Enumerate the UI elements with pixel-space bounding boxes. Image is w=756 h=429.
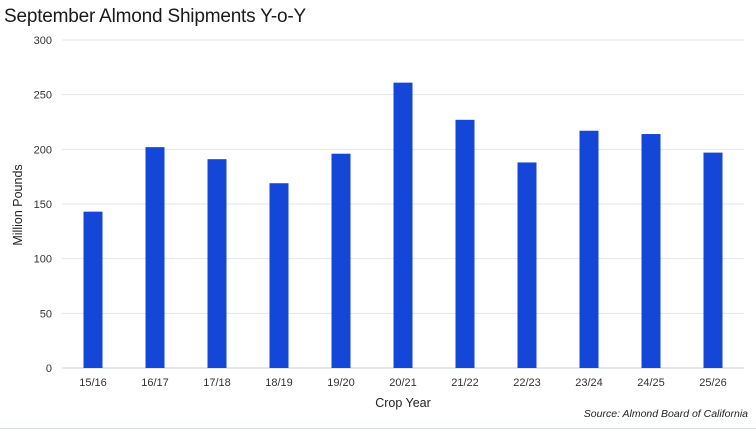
bar-24-25 bbox=[641, 134, 661, 368]
y-tick-label: 100 bbox=[34, 254, 52, 266]
bar-18-19 bbox=[269, 183, 289, 368]
x-tick-label: 21/22 bbox=[451, 377, 479, 389]
x-tick-label: 16/17 bbox=[141, 377, 169, 389]
x-tick-label: 22/23 bbox=[513, 377, 541, 389]
x-tick-label: 17/18 bbox=[203, 377, 231, 389]
x-tick-label: 20/21 bbox=[389, 377, 417, 389]
chart-title: September Almond Shipments Y-o-Y bbox=[4, 6, 306, 27]
bar-16-17 bbox=[145, 147, 165, 368]
bar-23-24 bbox=[579, 130, 599, 368]
x-axis-ticks: 15/16 16/17 17/18 18/19 19/20 20/21 21/22 22/23… bbox=[79, 377, 727, 389]
x-tick-label: 19/20 bbox=[327, 377, 355, 389]
x-tick-label: 24/25 bbox=[637, 377, 665, 389]
y-tick-label: 50 bbox=[40, 308, 52, 320]
y-tick-label: 0 bbox=[46, 363, 52, 375]
bar-20-21 bbox=[393, 82, 413, 368]
y-tick-label: 200 bbox=[34, 144, 52, 156]
x-tick-label: 23/24 bbox=[575, 377, 603, 389]
bar-17-18 bbox=[207, 159, 227, 368]
y-tick-label: 300 bbox=[34, 35, 52, 47]
x-tick-label: 25/26 bbox=[699, 377, 727, 389]
x-axis-label: Crop Year bbox=[375, 396, 431, 410]
y-tick-label: 150 bbox=[34, 199, 52, 211]
bar-19-20 bbox=[331, 153, 351, 368]
bar-21-22 bbox=[455, 119, 475, 369]
y-axis-label: Million Pounds bbox=[11, 164, 25, 245]
y-axis-ticks: 0 50 100 150 200 250 300 bbox=[34, 35, 52, 375]
x-tick-label: 18/19 bbox=[265, 377, 293, 389]
source-note: Source: Almond Board of California bbox=[583, 408, 748, 420]
bar-15-16 bbox=[83, 211, 103, 368]
y-tick-label: 250 bbox=[34, 90, 52, 102]
x-tick-label: 15/16 bbox=[79, 377, 107, 389]
bars bbox=[83, 82, 723, 369]
bar-25-26 bbox=[703, 152, 723, 368]
bar-22-23 bbox=[517, 162, 537, 368]
